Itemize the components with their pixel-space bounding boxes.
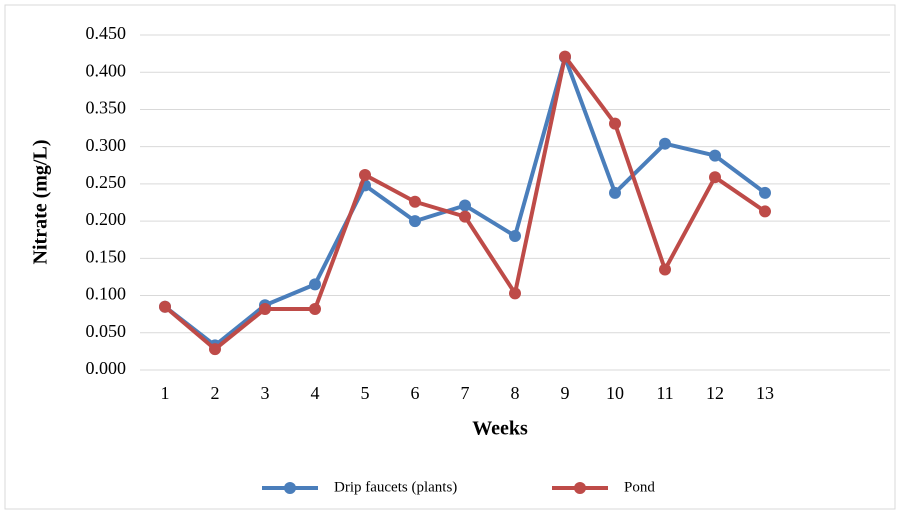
y-tick-label: 0.050: [86, 321, 127, 341]
x-tick-label: 7: [461, 383, 470, 403]
y-tick-label: 0.250: [86, 172, 127, 192]
legend-marker: [574, 482, 586, 494]
y-tick-label: 0.300: [86, 135, 127, 155]
data-point: [509, 230, 521, 242]
y-tick-label: 0.150: [86, 246, 127, 266]
data-point: [659, 137, 671, 150]
data-point: [759, 186, 771, 199]
x-tick-label: 12: [706, 383, 724, 403]
data-point: [359, 168, 371, 181]
data-point: [459, 210, 471, 223]
data-point: [409, 215, 421, 228]
y-axis-label: Nitrate (mg/L): [30, 140, 52, 265]
x-tick-label: 9: [561, 383, 570, 403]
data-point: [409, 195, 421, 208]
data-point: [609, 117, 621, 130]
y-tick-label: 0.200: [86, 209, 127, 229]
data-point: [259, 302, 271, 315]
legend-label: Drip faucets (plants): [334, 479, 457, 495]
y-tick-label: 0.450: [86, 23, 127, 43]
x-tick-label: 13: [756, 383, 774, 403]
data-point: [609, 186, 621, 199]
y-tick-label: 0.100: [86, 284, 127, 304]
data-point: [209, 343, 221, 356]
data-point: [709, 171, 721, 184]
x-tick-label: 8: [511, 383, 520, 403]
x-axis-label: Weeks: [472, 418, 528, 440]
x-tick-label: 4: [311, 383, 320, 403]
legend-marker: [284, 482, 296, 494]
data-point: [309, 278, 321, 291]
x-tick-label: 11: [656, 383, 673, 403]
data-point: [659, 263, 671, 276]
x-tick-label: 6: [411, 383, 420, 403]
data-point: [159, 300, 171, 313]
y-tick-label: 0.350: [86, 98, 127, 118]
data-point: [759, 205, 771, 218]
data-point: [309, 302, 321, 315]
x-tick-label: 10: [606, 383, 624, 403]
x-tick-label: 5: [361, 383, 370, 403]
data-point: [509, 287, 521, 300]
data-point: [459, 199, 471, 212]
data-point: [709, 149, 721, 162]
x-tick-label: 2: [211, 383, 220, 403]
legend-label: Pond: [624, 479, 655, 495]
y-tick-label: 0.000: [86, 358, 127, 378]
x-tick-label: 3: [261, 383, 270, 403]
chart-frame: [4, 4, 896, 510]
x-tick-label: 1: [161, 383, 170, 403]
data-point: [559, 50, 571, 63]
y-tick-label: 0.400: [86, 60, 127, 80]
